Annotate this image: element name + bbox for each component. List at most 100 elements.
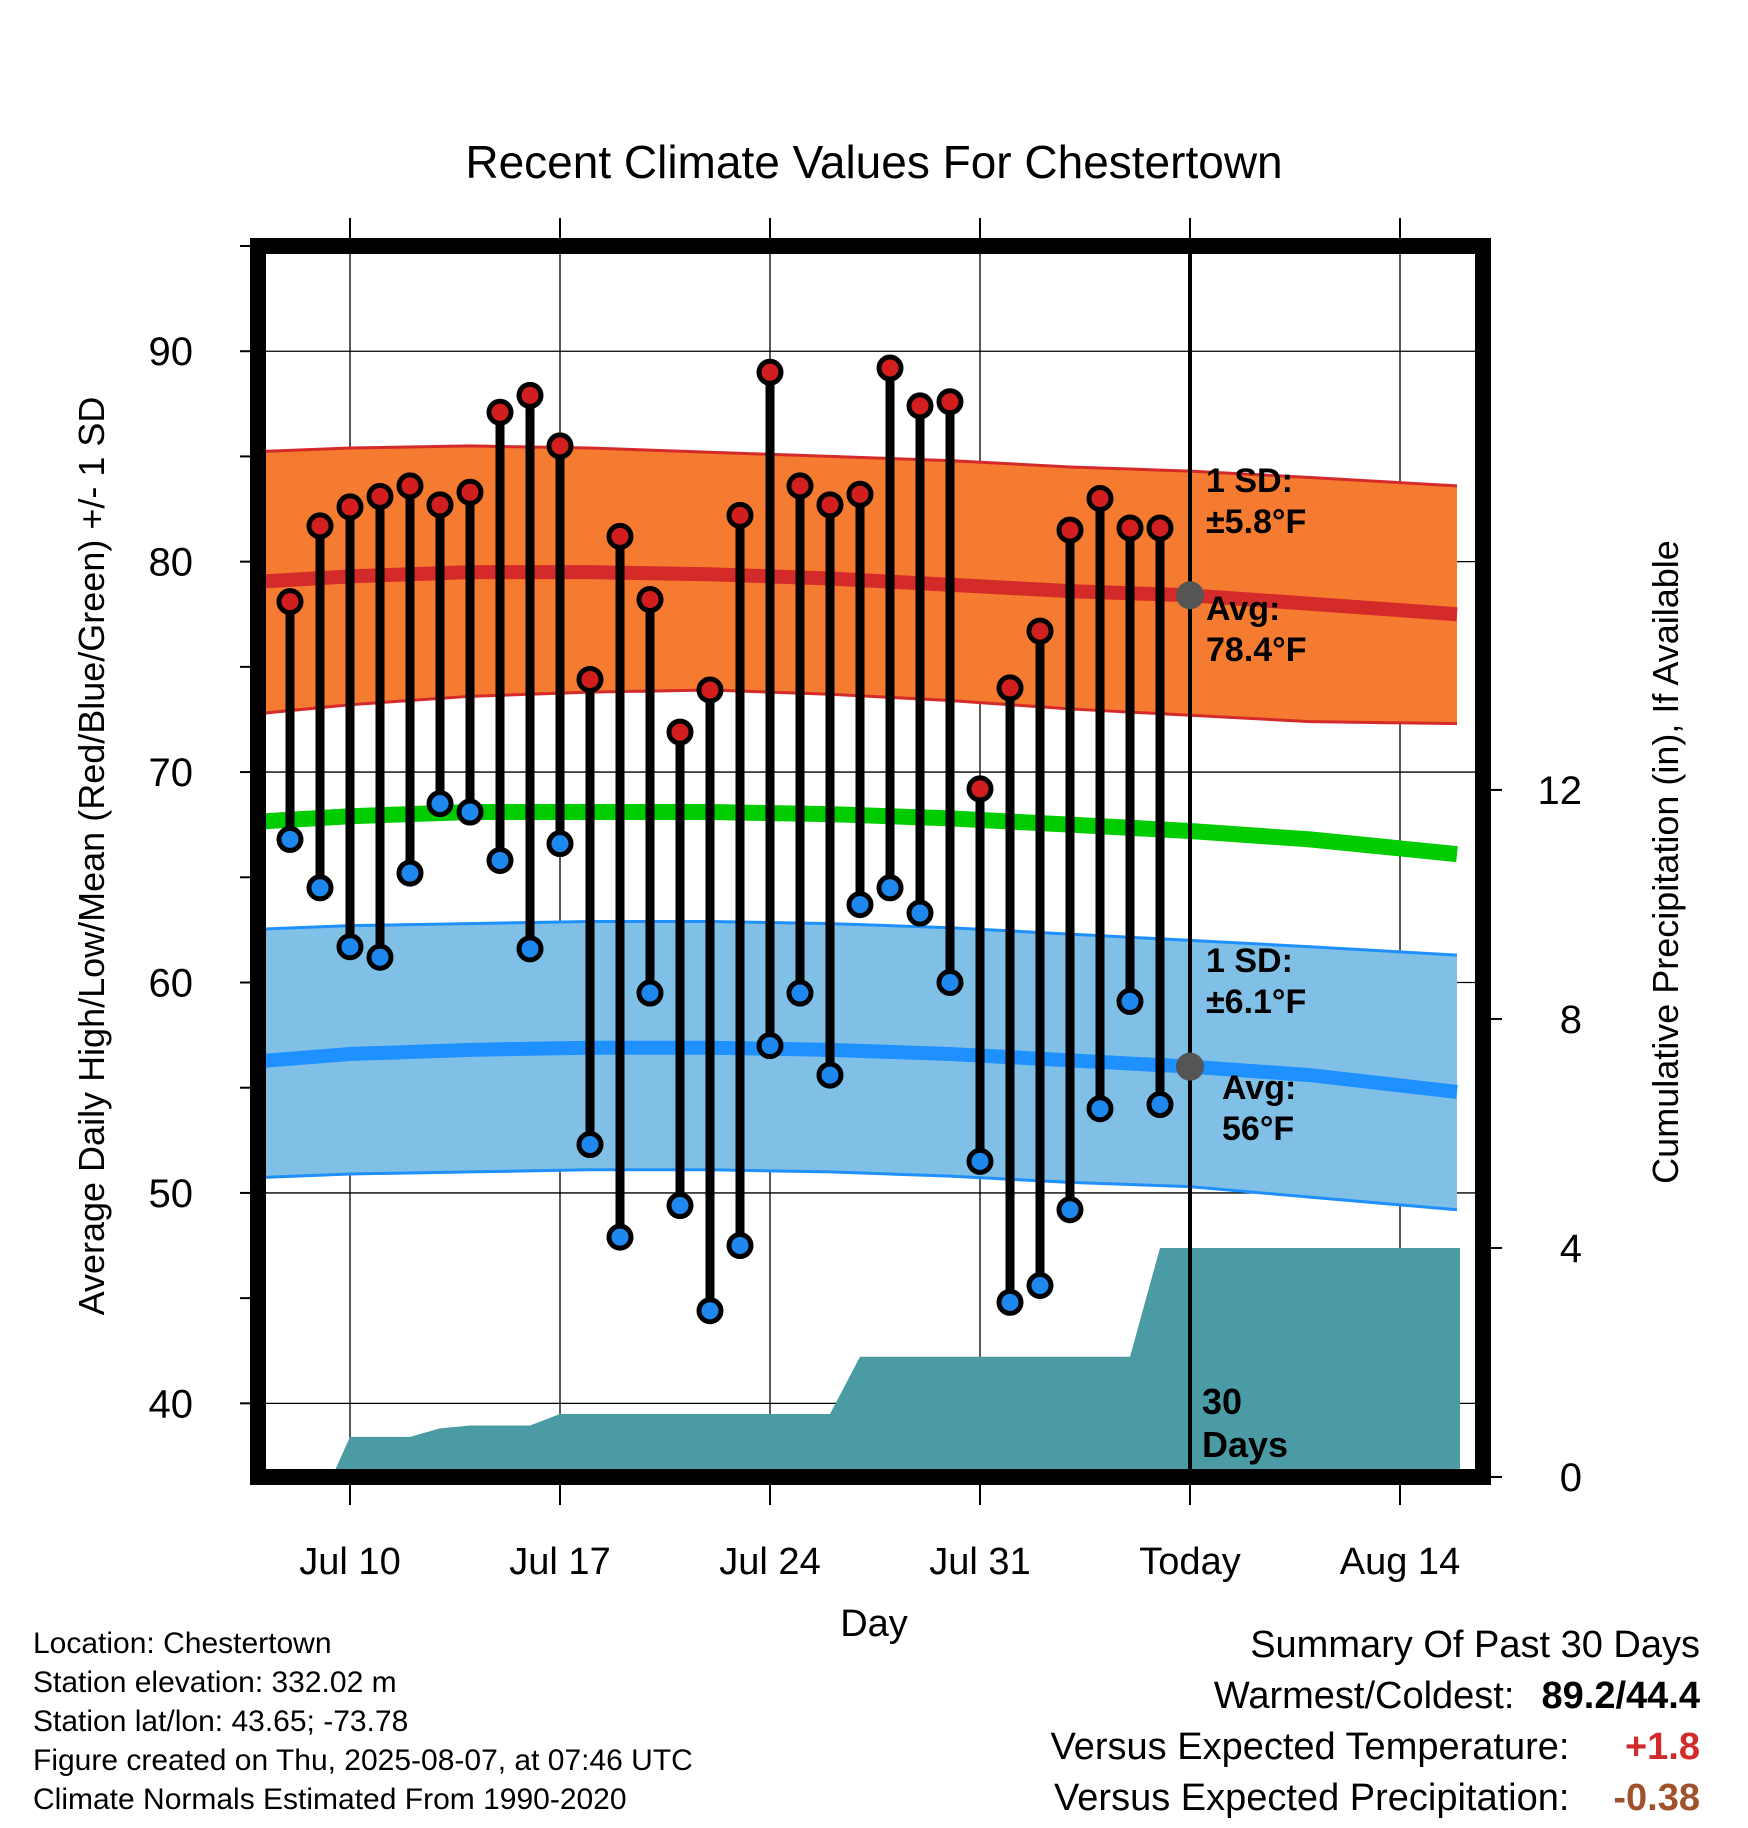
high-point (366, 482, 394, 510)
high-point (306, 512, 334, 540)
warmest-coldest-value: 89.2/44.4 (1541, 1675, 1700, 1717)
high-point (396, 472, 424, 500)
low-point (636, 979, 664, 1007)
summary-heading: Summary Of Past 30 Days (1250, 1624, 1700, 1666)
high-point (1146, 514, 1174, 542)
low-point (726, 1232, 754, 1260)
low-point (756, 1032, 784, 1060)
high-point (936, 388, 964, 416)
low-sd-value: ±6.1°F (1206, 983, 1306, 1021)
y-tick-label: 80 (149, 541, 194, 585)
low-point (786, 979, 814, 1007)
low-point (456, 798, 484, 826)
y-tick-label: 50 (149, 1172, 194, 1216)
summary-panel: Summary Of Past 30 Days Warmest/Coldest:… (1051, 1620, 1700, 1824)
high-point (636, 586, 664, 614)
x-tick-label: Jul 10 (299, 1541, 400, 1583)
precipitation-value: -0.38 (1613, 1777, 1700, 1819)
chart-title: Recent Climate Values For Chestertown (465, 136, 1282, 188)
high-sd-upper-line (258, 444, 1458, 488)
high-point (426, 491, 454, 519)
low-point (366, 943, 394, 971)
low-point (816, 1061, 844, 1089)
y2-tick-label: 8 (1560, 998, 1582, 1042)
y2-tick-label: 0 (1560, 1456, 1582, 1500)
low-point (966, 1147, 994, 1175)
low-point (1026, 1272, 1054, 1300)
low-point (486, 846, 514, 874)
x-tick-label: Today (1139, 1541, 1240, 1583)
high-point (756, 358, 784, 386)
high-point (1116, 514, 1144, 542)
high-point (786, 472, 814, 500)
x-tick-label: Jul 17 (509, 1541, 610, 1583)
high-point (1086, 485, 1114, 513)
low-point (1116, 987, 1144, 1015)
x-tick-label: Jul 24 (719, 1541, 820, 1583)
low-point (276, 825, 304, 853)
plot-frame (250, 238, 1491, 1485)
today-avg-low-marker (1176, 1052, 1204, 1081)
high-point (336, 493, 364, 521)
location-text: Location: Chestertown (33, 1627, 332, 1660)
precipitation-label: Versus Expected Precipitation: (1054, 1777, 1570, 1819)
precipitation-row: Versus Expected Precipitation: -0.38 (1051, 1773, 1700, 1824)
high-point (276, 588, 304, 616)
temperature-label: Versus Expected Temperature: (1050, 1726, 1570, 1768)
low-sd-label: 1 SD: (1206, 942, 1293, 980)
low-point (666, 1192, 694, 1220)
created-text: Figure created on Thu, 2025-08-07, at 07… (33, 1744, 693, 1777)
today-avg-high-marker (1176, 581, 1204, 610)
y-tick-label: 70 (149, 751, 194, 795)
low-sd-lower-line (258, 1168, 1458, 1212)
low-point (306, 874, 334, 902)
temperature-value: +1.8 (1624, 1726, 1700, 1768)
warmest-coldest-row: Warmest/Coldest: 89.2/44.4 (1051, 1671, 1700, 1722)
y-tick-label: 60 (149, 961, 194, 1005)
high-point (606, 522, 634, 550)
warmest-coldest-label: Warmest/Coldest: (1213, 1675, 1515, 1717)
window-days-number: 30 (1202, 1381, 1242, 1422)
high-point (576, 665, 604, 693)
station-info: Location: Chestertown Station elevation:… (33, 1624, 693, 1819)
precipitation-area (258, 1247, 1460, 1477)
high-point (456, 478, 484, 506)
low-point (426, 790, 454, 818)
high-sd-label: 1 SD: (1206, 462, 1293, 500)
window-days-label: Days (1202, 1424, 1288, 1465)
y2-axis-label: Cumulative Precipitation (in), If Availa… (1645, 540, 1686, 1184)
x-tick-label: Aug 14 (1340, 1541, 1460, 1583)
x-tick-label: Jul 31 (929, 1541, 1030, 1583)
low-point (1146, 1091, 1174, 1119)
low-avg-label: Avg: (1222, 1069, 1296, 1107)
elevation-text: Station elevation: 332.02 m (33, 1666, 397, 1699)
low-point (1056, 1196, 1084, 1224)
low-point (606, 1223, 634, 1251)
latlon-text: Station lat/lon: 43.65; -73.78 (33, 1705, 409, 1738)
y2-tick-label: 12 (1538, 769, 1583, 813)
low-point (996, 1288, 1024, 1316)
low-point (906, 899, 934, 927)
high-point (666, 718, 694, 746)
low-point (516, 935, 544, 963)
high-point (876, 354, 904, 382)
avg-mean-line (258, 804, 1458, 863)
low-avg-value: 56°F (1222, 1110, 1294, 1148)
high-point (1026, 617, 1054, 645)
low-point (846, 891, 874, 919)
y-tick-label: 40 (149, 1382, 194, 1426)
high-point (906, 392, 934, 420)
high-point (966, 775, 994, 803)
high-point (546, 432, 574, 460)
low-point (876, 874, 904, 902)
low-point (546, 830, 574, 858)
high-avg-value: 78.4°F (1206, 631, 1307, 669)
temperature-row: Versus Expected Temperature: +1.8 (1051, 1722, 1700, 1773)
high-point (846, 480, 874, 508)
high-point (726, 501, 754, 529)
low-point (396, 859, 424, 887)
x-axis-label: Day (840, 1603, 908, 1645)
